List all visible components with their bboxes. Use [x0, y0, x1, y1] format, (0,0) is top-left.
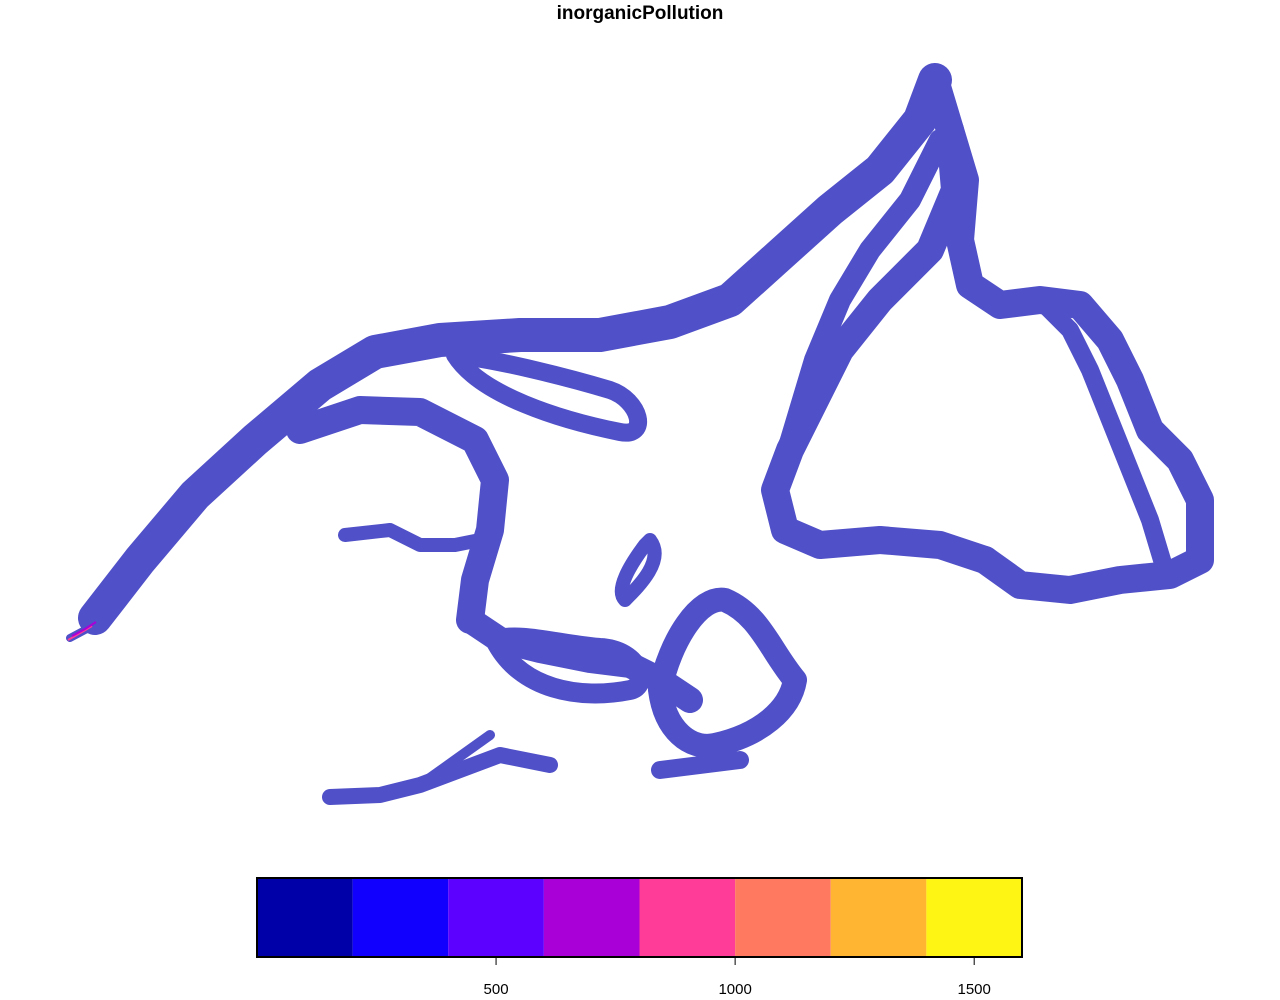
cape-breton-loop — [648, 587, 807, 758]
legend-bin — [639, 878, 736, 957]
north-shore-band — [78, 63, 952, 635]
color-legend: 500 1000 1500 — [256, 877, 1023, 998]
estuary-mid-values — [71, 621, 97, 637]
legend-tick-label: 500 — [484, 981, 509, 998]
newfoundland-west-inner — [774, 129, 951, 471]
estuary-high-values — [67, 625, 93, 641]
legend-tick-label: 1000 — [718, 981, 751, 998]
legend-bin — [926, 878, 1022, 957]
legend-color-bins — [257, 878, 1022, 957]
legend-ticks: 500 1000 1500 — [484, 957, 991, 998]
cape-breton-south-shore — [651, 751, 749, 779]
map-title: inorganicPollution — [556, 3, 724, 24]
newfoundland-east-band — [936, 116, 1214, 604]
chaleur-inlet — [338, 523, 487, 552]
southwest-arm — [322, 747, 558, 805]
legend-tick-label: 1500 — [958, 981, 991, 998]
legend-frame — [256, 877, 1023, 958]
legend-bin — [830, 878, 927, 957]
newfoundland-bay-band — [1031, 291, 1174, 579]
legend-bin — [448, 878, 544, 957]
magdalen-islands — [614, 533, 662, 607]
legend-bin — [352, 878, 449, 957]
southwest-inlet — [415, 730, 495, 790]
pollution-raster-layer — [66, 63, 1214, 805]
anticosti-loop — [446, 346, 647, 442]
legend-bin — [543, 878, 640, 957]
pei-loop — [485, 627, 650, 704]
legend-bin — [735, 878, 831, 957]
legend-bin — [257, 878, 353, 957]
gaspe-south-band — [286, 396, 509, 634]
